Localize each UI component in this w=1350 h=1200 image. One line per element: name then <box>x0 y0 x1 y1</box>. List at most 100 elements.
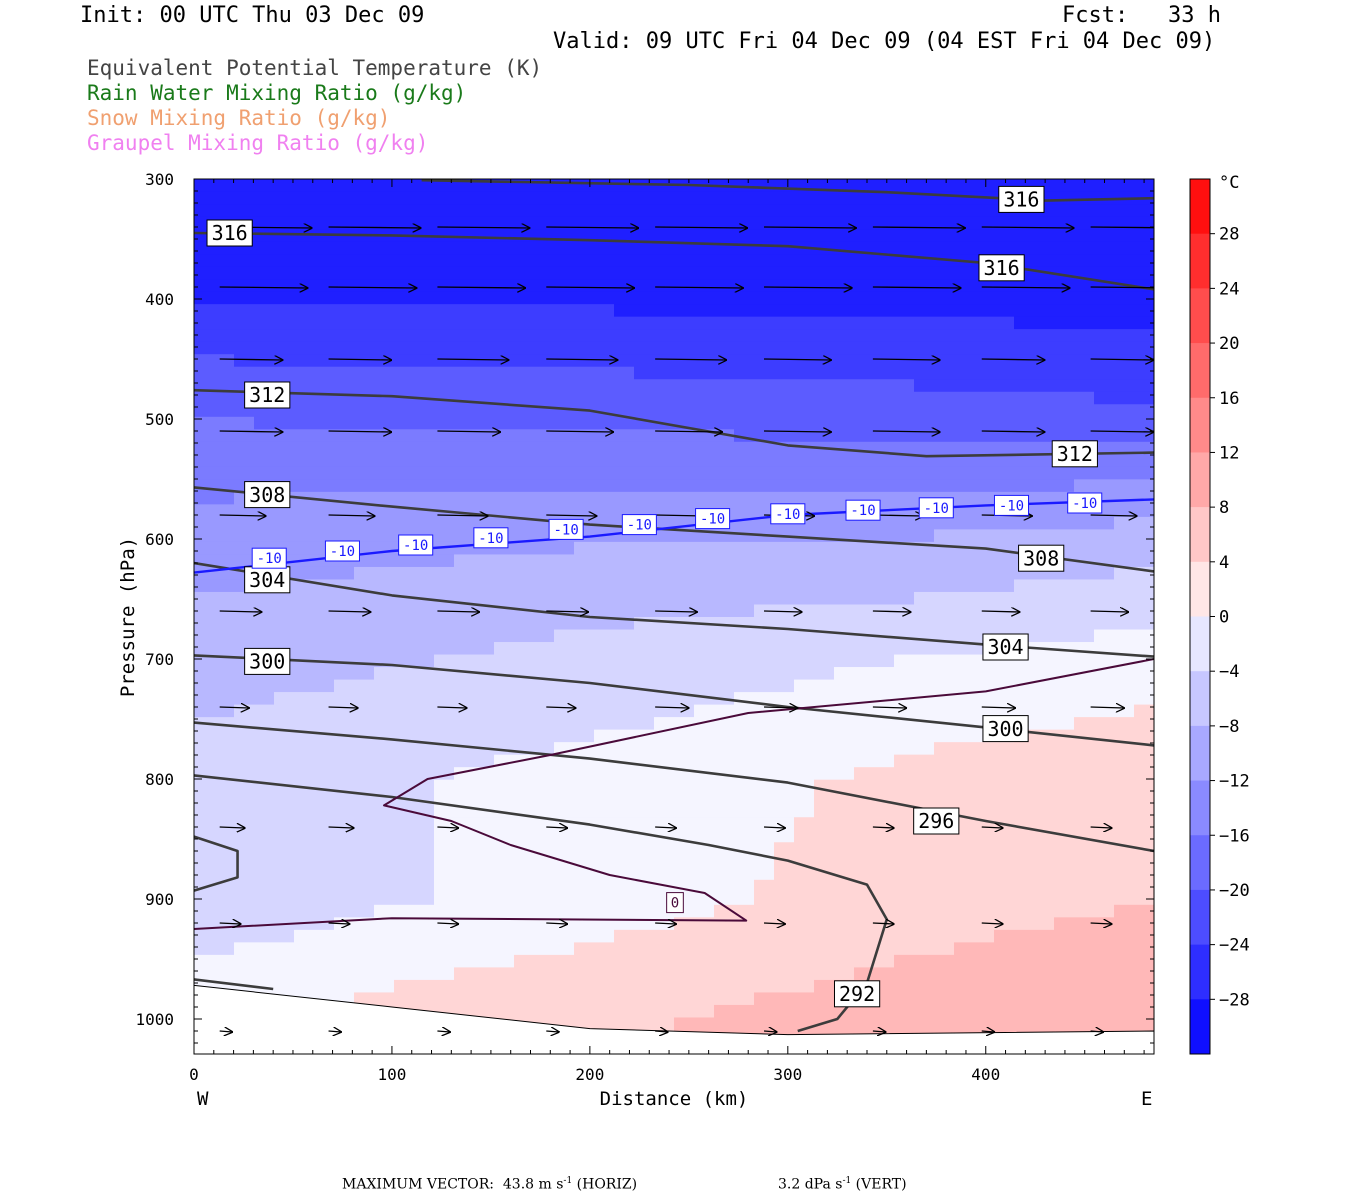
field-cell <box>534 329 555 343</box>
field-cell <box>334 454 355 468</box>
field-cell <box>754 354 775 368</box>
field-cell <box>954 967 975 981</box>
field-cell <box>954 316 975 330</box>
field-cell <box>974 829 995 843</box>
field-cell <box>334 679 355 693</box>
field-cell <box>1134 667 1154 681</box>
field-cell <box>314 266 335 280</box>
field-cell <box>534 967 555 981</box>
field-cell <box>694 441 715 455</box>
field-cell <box>1134 341 1154 355</box>
init-time: Init: 00 UTC Thu 03 Dec 09 <box>80 3 425 28</box>
field-cell <box>854 591 875 606</box>
field-cell <box>914 479 935 493</box>
field-cell <box>634 554 655 568</box>
field-cell <box>974 979 995 994</box>
field-cell <box>874 842 895 856</box>
field-cell <box>374 354 395 368</box>
field-cell <box>714 191 735 205</box>
field-cell <box>474 266 495 280</box>
field-cell <box>434 179 455 193</box>
field-cell <box>514 329 535 343</box>
field-cell <box>894 704 915 718</box>
field-cell <box>574 992 595 1006</box>
field-cell <box>614 566 635 581</box>
field-cell <box>454 279 475 293</box>
field-cell <box>794 817 815 831</box>
field-cell <box>934 1017 955 1031</box>
field-cell <box>654 366 675 380</box>
field-cell <box>1094 942 1115 956</box>
field-cell <box>994 829 1015 843</box>
field-cell <box>814 379 835 393</box>
field-cell <box>214 516 235 530</box>
field-cell <box>314 892 335 906</box>
field-cell <box>294 329 315 343</box>
field-cell <box>734 454 755 468</box>
wind-vector <box>1090 431 1154 432</box>
field-cell <box>914 729 935 743</box>
field-cell <box>314 604 335 618</box>
field-cell <box>594 329 615 343</box>
field-cell <box>974 529 995 543</box>
field-cell <box>874 404 895 418</box>
field-cell <box>274 191 295 205</box>
field-cell <box>874 229 895 243</box>
field-cell <box>454 529 475 543</box>
field-cell <box>1034 254 1055 268</box>
field-cell <box>1134 391 1154 405</box>
field-cell <box>494 654 515 668</box>
svg-text:-10: -10 <box>700 512 725 528</box>
field-cell <box>514 316 535 330</box>
field-cell <box>434 429 455 443</box>
field-cell <box>394 379 415 393</box>
field-cell <box>1014 792 1035 806</box>
field-cell <box>334 279 355 293</box>
field-cell <box>594 466 615 480</box>
field-cell <box>774 279 795 293</box>
field-cell <box>934 591 955 606</box>
field-cell <box>694 454 715 468</box>
field-cell <box>994 329 1015 343</box>
field-cell <box>854 404 875 418</box>
field-cell <box>454 216 475 230</box>
wind-vector <box>437 827 458 828</box>
field-cell <box>634 241 655 255</box>
field-cell <box>754 179 775 193</box>
field-cell <box>494 354 515 368</box>
field-cell <box>674 854 695 868</box>
field-cell <box>1054 429 1075 443</box>
field-cell <box>474 429 495 443</box>
field-cell <box>1034 717 1055 731</box>
field-cell <box>954 329 975 343</box>
field-cell <box>994 341 1015 355</box>
field-cell <box>1034 504 1055 518</box>
field-cell <box>494 254 515 268</box>
field-cell <box>394 979 415 994</box>
field-cell <box>634 954 655 968</box>
field-cell <box>534 479 555 493</box>
field-cell <box>1094 466 1115 480</box>
field-cell <box>734 379 755 393</box>
field-cell <box>554 241 575 255</box>
field-cell <box>934 979 955 994</box>
field-cell <box>914 617 935 631</box>
field-cell <box>674 304 695 318</box>
field-cell <box>294 379 315 393</box>
wind-vector <box>981 227 1074 228</box>
wind-vector <box>872 611 911 612</box>
wind-vector <box>981 611 1020 612</box>
field-cell <box>734 879 755 893</box>
field-cell <box>214 266 235 280</box>
field-cell <box>214 429 235 443</box>
wind-vector <box>981 923 1003 924</box>
field-cell <box>1074 191 1095 205</box>
field-cell <box>474 479 495 493</box>
field-cell <box>914 529 935 543</box>
field-cell <box>674 954 695 968</box>
field-cell <box>1094 904 1115 918</box>
field-cell <box>734 954 755 968</box>
field-cell <box>654 642 675 656</box>
field-cell <box>974 1017 995 1031</box>
field-cell <box>694 229 715 243</box>
